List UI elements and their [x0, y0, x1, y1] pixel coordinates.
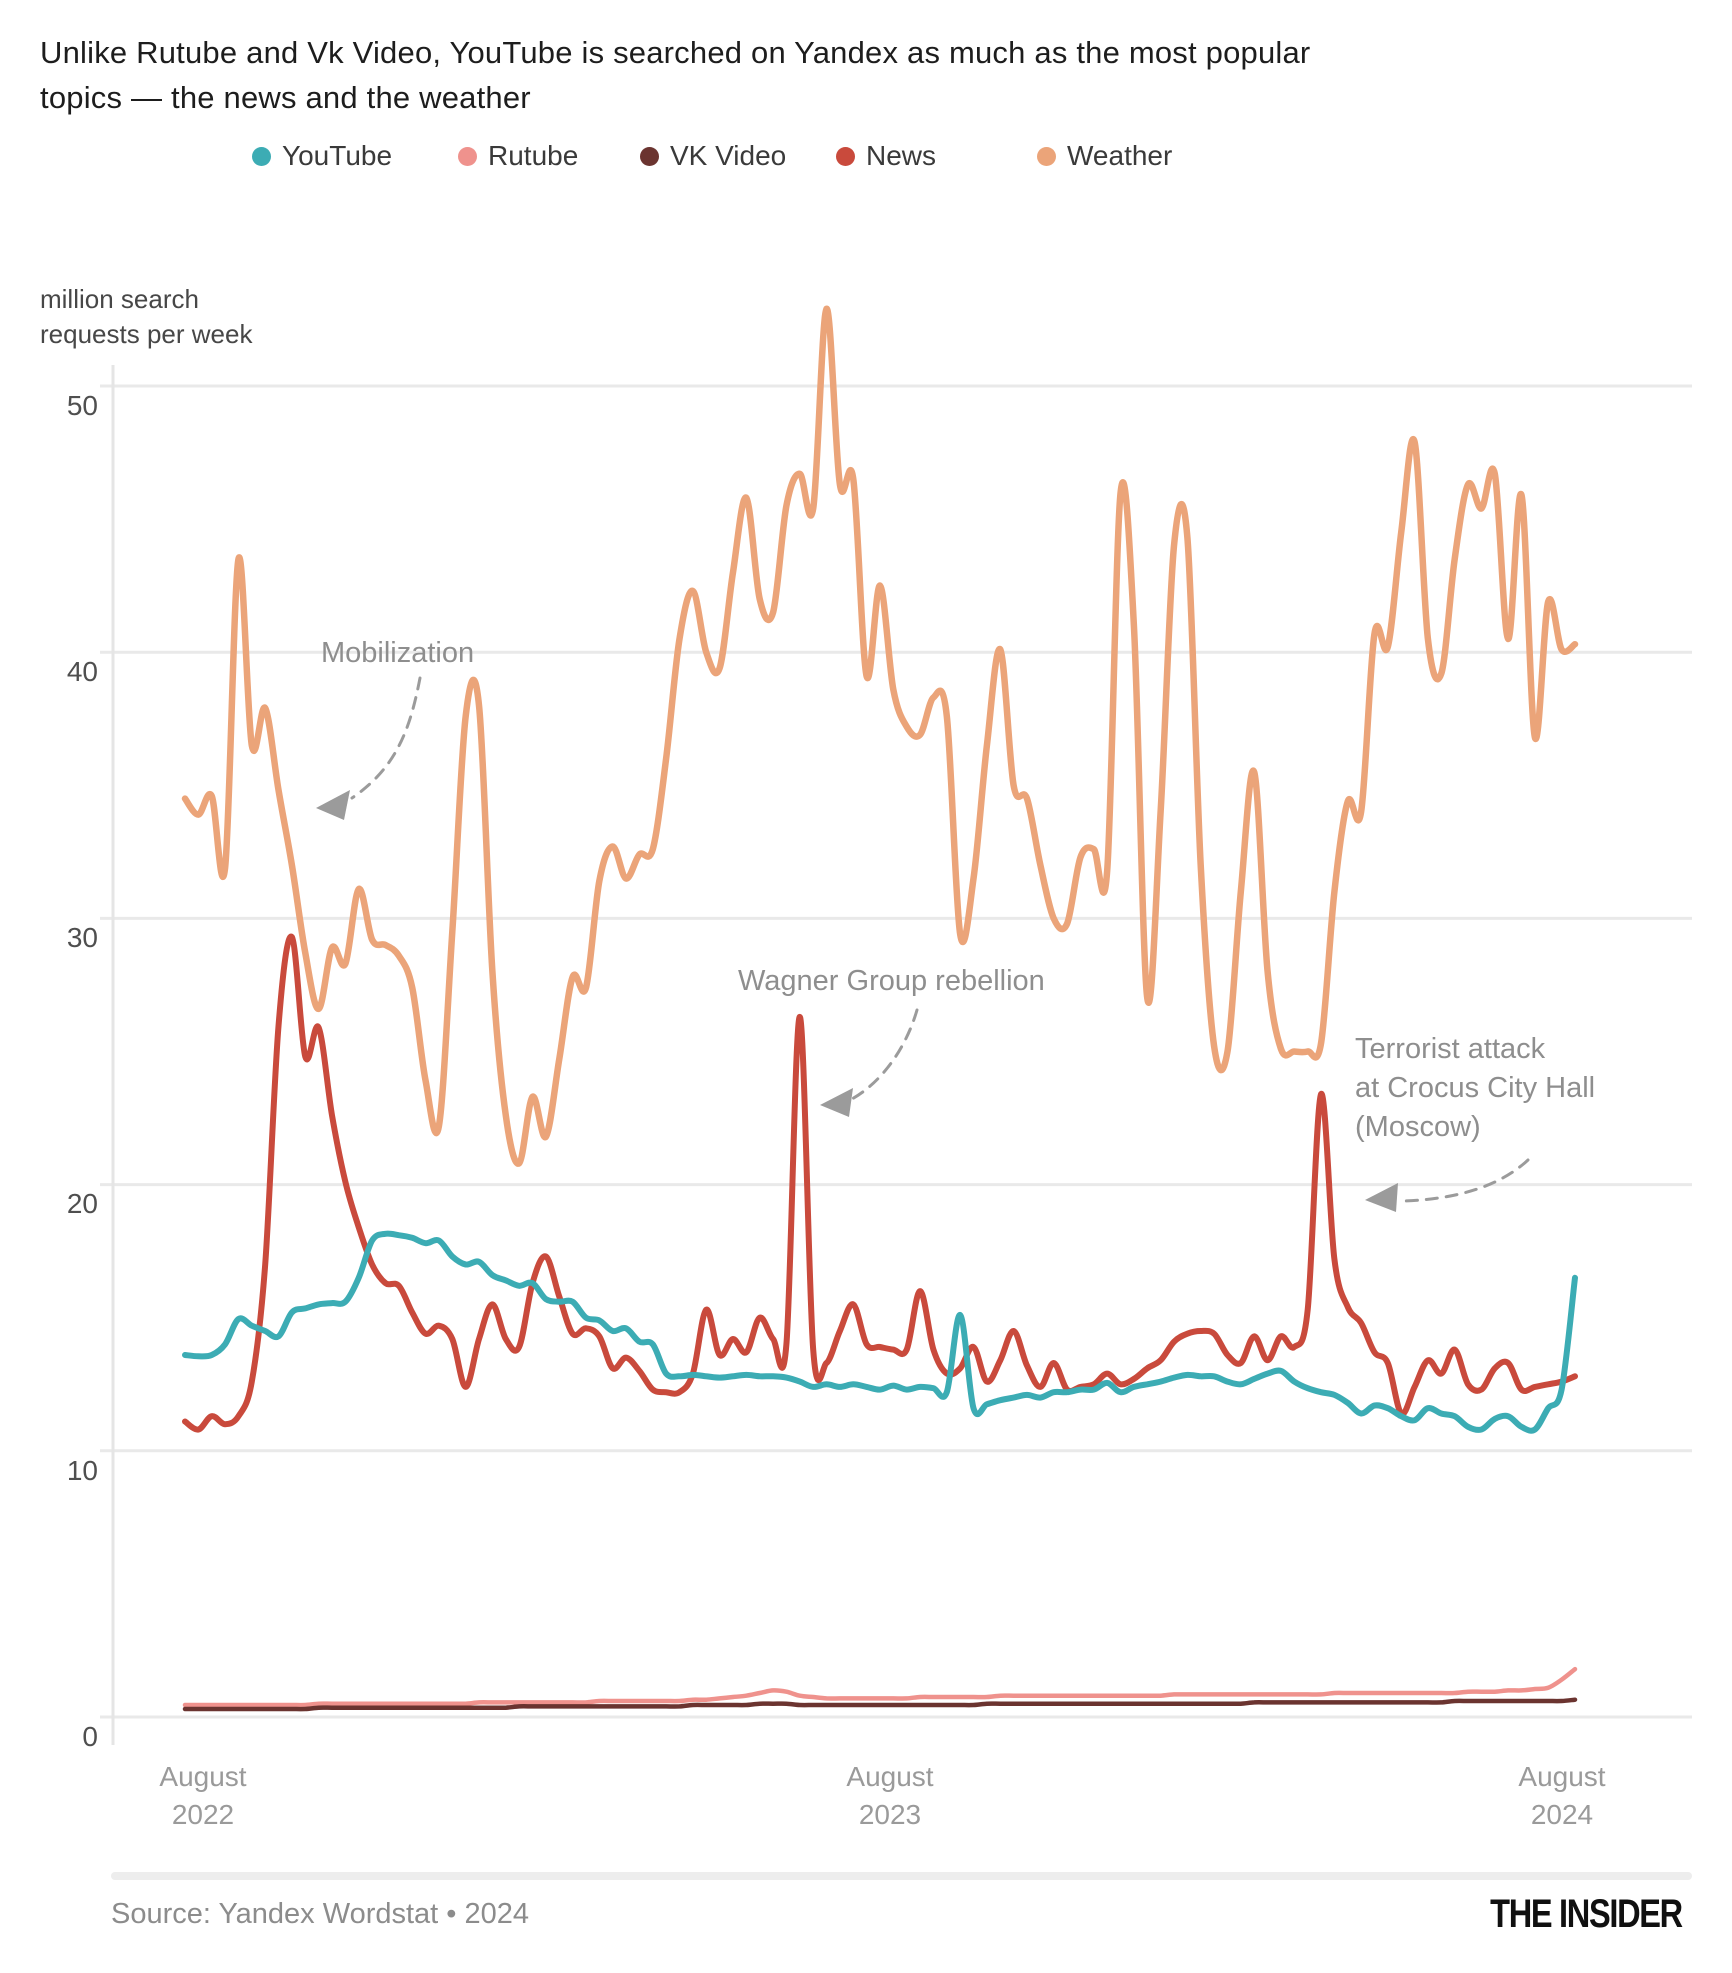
wagner-arrow — [850, 1008, 919, 1101]
x-tick-month: August — [846, 1761, 934, 1792]
chart-title: Unlike Rutube and Vk Video, YouTube is s… — [40, 30, 1340, 120]
legend-item-vk-video: VK Video — [640, 140, 787, 171]
x-tick-year: 2022 — [171, 1799, 235, 1830]
y-tick-40: 40 — [66, 656, 98, 687]
annotation-arrowheads — [316, 790, 1398, 1212]
vk-video-legend-dot-icon — [640, 146, 659, 166]
annotation-crocus-line3: (Moscow) — [1355, 1111, 1481, 1143]
x-tick-year: 2023 — [858, 1799, 922, 1830]
y-tick-0: 0 — [82, 1721, 98, 1752]
legend-label-weather: Weather — [1067, 140, 1173, 171]
x-tick-month: August — [1518, 1761, 1606, 1792]
y-tick-10: 10 — [66, 1455, 98, 1486]
the-insider-logo: THE INSIDER — [1490, 1891, 1683, 1936]
legend-label-vk-video: VK Video — [670, 140, 787, 171]
x-tick-year: 2024 — [1530, 1799, 1594, 1830]
annotation-arrows — [350, 676, 1530, 1203]
y-axis-unit-label: million search requests per week — [40, 282, 252, 352]
crocus-arrowhead-icon — [1365, 1183, 1398, 1212]
y-tick-50: 50 — [66, 390, 98, 421]
source-credit: Source: Yandex Wordstat • 2024 — [111, 1898, 530, 1930]
data-series-lines — [181, 305, 1579, 1712]
x-tick-month: August — [159, 1761, 247, 1792]
footer-divider — [111, 1872, 1692, 1880]
annotation-crocus-line1: Terrorist attack — [1355, 1033, 1546, 1065]
legend-label-rutube: Rutube — [488, 140, 579, 171]
series-line-rutube — [182, 1666, 1578, 1708]
series-line-weather — [181, 305, 1579, 1167]
annotation-crocus: Terrorist attack at Crocus City Hall (Mo… — [1355, 1030, 1595, 1147]
chart-title-line1: Unlike Rutube and Vk Video, YouTube is s… — [40, 35, 1311, 70]
legend-label-youtube: YouTube — [282, 140, 393, 171]
wagner-arrowhead-icon — [820, 1088, 853, 1117]
annotation-wagner: Wagner Group rebellion — [738, 965, 1045, 997]
y-tick-20: 20 — [66, 1188, 98, 1219]
legend-item-weather: Weather — [1037, 140, 1173, 171]
legend-item-youtube: YouTube — [252, 140, 393, 171]
news-legend-dot-icon — [836, 146, 855, 166]
x-tick-august-2024: August 2024 — [1462, 1758, 1662, 1834]
series-line-youtube — [182, 1230, 1578, 1434]
x-tick-august-2022: August 2022 — [103, 1758, 303, 1834]
legend-item-news: News — [836, 140, 937, 171]
mobilization-arrowhead-icon — [316, 790, 350, 820]
crocus-arrow — [1402, 1158, 1530, 1203]
mobilization-arrow — [350, 676, 422, 800]
rutube-legend-dot-icon — [458, 146, 477, 166]
y-axis-unit-line1: million search — [40, 284, 199, 314]
annotation-mobilization: Mobilization — [321, 637, 475, 669]
x-tick-august-2023: August 2023 — [790, 1758, 990, 1834]
y-tick-30: 30 — [66, 922, 98, 953]
annotation-crocus-line2: at Crocus City Hall — [1355, 1072, 1596, 1104]
weather-legend-dot-icon — [1037, 146, 1056, 166]
y-axis-unit-line2: requests per week — [40, 319, 253, 349]
legend-item-rutube: Rutube — [458, 140, 579, 171]
series-line-news — [182, 933, 1578, 1433]
chart-title-line2: topics — the news and the weather — [40, 80, 531, 115]
legend-label-news: News — [866, 140, 937, 171]
youtube-legend-dot-icon — [252, 146, 271, 166]
series-line-vk-video — [182, 1697, 1578, 1712]
